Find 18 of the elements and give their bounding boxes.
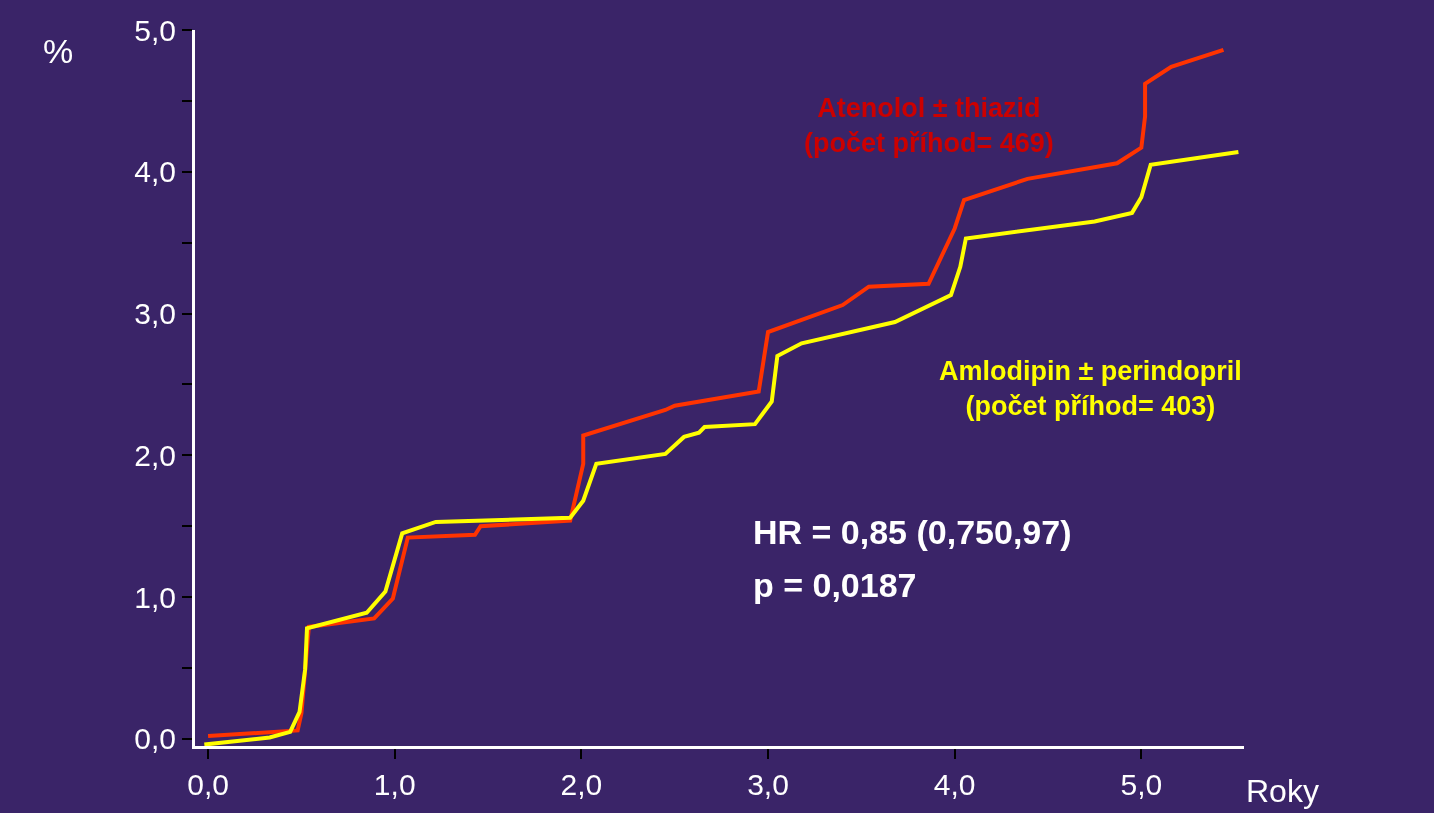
- series-label: Atenolol ± thiazid (počet příhod= 469): [804, 93, 1054, 159]
- y-tick-label: 4,0: [134, 155, 176, 189]
- x-tick-label: 3,0: [747, 768, 789, 801]
- x-tick-label: 2,0: [560, 768, 603, 801]
- series-label: Amlodipin ± perindopril (počet příhod= 403): [939, 356, 1242, 422]
- x-tick-label: 1,0: [373, 768, 416, 801]
- x-axis-title: Roky: [1246, 773, 1319, 809]
- annotation: HR = 0,85 (0,750,97): [753, 513, 1072, 551]
- y-tick-label: 0,0: [134, 722, 176, 756]
- x-tick-label: 4,0: [933, 768, 976, 801]
- y-tick-label: 3,0: [134, 297, 176, 331]
- annotation: p = 0,0187: [753, 566, 917, 604]
- y-axis-title: %: [43, 32, 74, 70]
- y-tick-label: 2,0: [134, 438, 176, 472]
- x-tick-label: 5,0: [1120, 768, 1163, 801]
- y-tick-label: 1,0: [134, 580, 176, 614]
- y-tick-label: 5,0: [134, 13, 176, 47]
- x-tick-label: 0,0: [187, 768, 229, 801]
